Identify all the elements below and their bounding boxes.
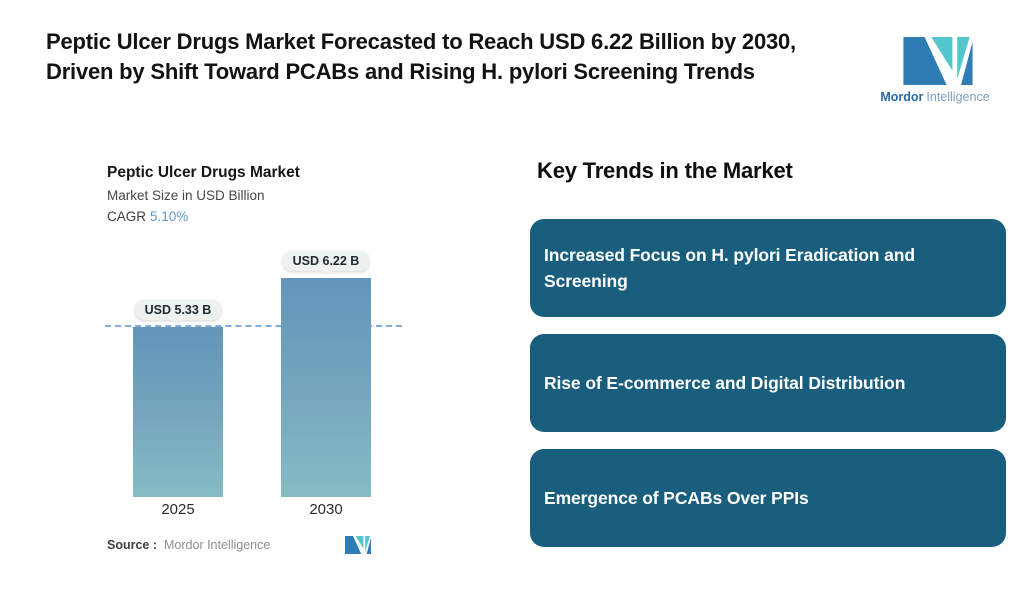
mordor-intelligence-logo-icon (903, 37, 973, 85)
key-trends-heading: Key Trends in the Market (537, 158, 793, 183)
x-axis-labels: 2025 2030 (105, 501, 420, 525)
page-title: Peptic Ulcer Drugs Market Forecasted to … (46, 29, 796, 84)
brand-logo: Mordor Intelligence (877, 37, 993, 104)
value-label-2025: USD 5.33 B (134, 300, 222, 320)
x-tick-2025: 2025 (161, 501, 195, 518)
x-tick-2030: 2030 (309, 501, 343, 518)
chart-title: Peptic Ulcer Drugs Market (107, 164, 300, 181)
market-chart: Peptic Ulcer Drugs Market Market Size in… (105, 164, 420, 554)
brand-name-bold: Mordor (880, 90, 924, 104)
reference-dashed-line (105, 325, 402, 327)
cagr-label: CAGR (107, 209, 147, 224)
source-row: Source : Mordor Intelligence (107, 536, 371, 554)
bar-group-2025: USD 5.33 B (133, 300, 223, 497)
key-trends-section: Key Trends in the Market Increased Focus… (530, 158, 1006, 547)
trend-card-hpylori: Increased Focus on H. pylori Eradication… (530, 219, 1006, 317)
bar-2030 (281, 278, 371, 497)
mordor-intelligence-mini-logo-icon (345, 536, 371, 554)
brand-name-light: Intelligence (926, 90, 990, 104)
bar-plot-area: USD 5.33 B USD 6.22 B (105, 251, 420, 497)
cagr-value: 5.10% (150, 209, 189, 224)
chart-subtitle: Market Size in USD Billion (107, 188, 265, 203)
bar-group-2030: USD 6.22 B (281, 251, 371, 497)
trend-card-pcabs: Emergence of PCABs Over PPIs (530, 449, 1006, 547)
trend-card-ecommerce: Rise of E-commerce and Digital Distribut… (530, 334, 1006, 432)
value-label-2030: USD 6.22 B (282, 251, 370, 271)
bar-2025 (133, 327, 223, 497)
cagr-row: CAGR 5.10% (107, 209, 420, 224)
brand-wordmark: Mordor Intelligence (880, 90, 989, 104)
source-label: Source : (107, 538, 158, 552)
source-value: Mordor Intelligence (164, 538, 271, 552)
